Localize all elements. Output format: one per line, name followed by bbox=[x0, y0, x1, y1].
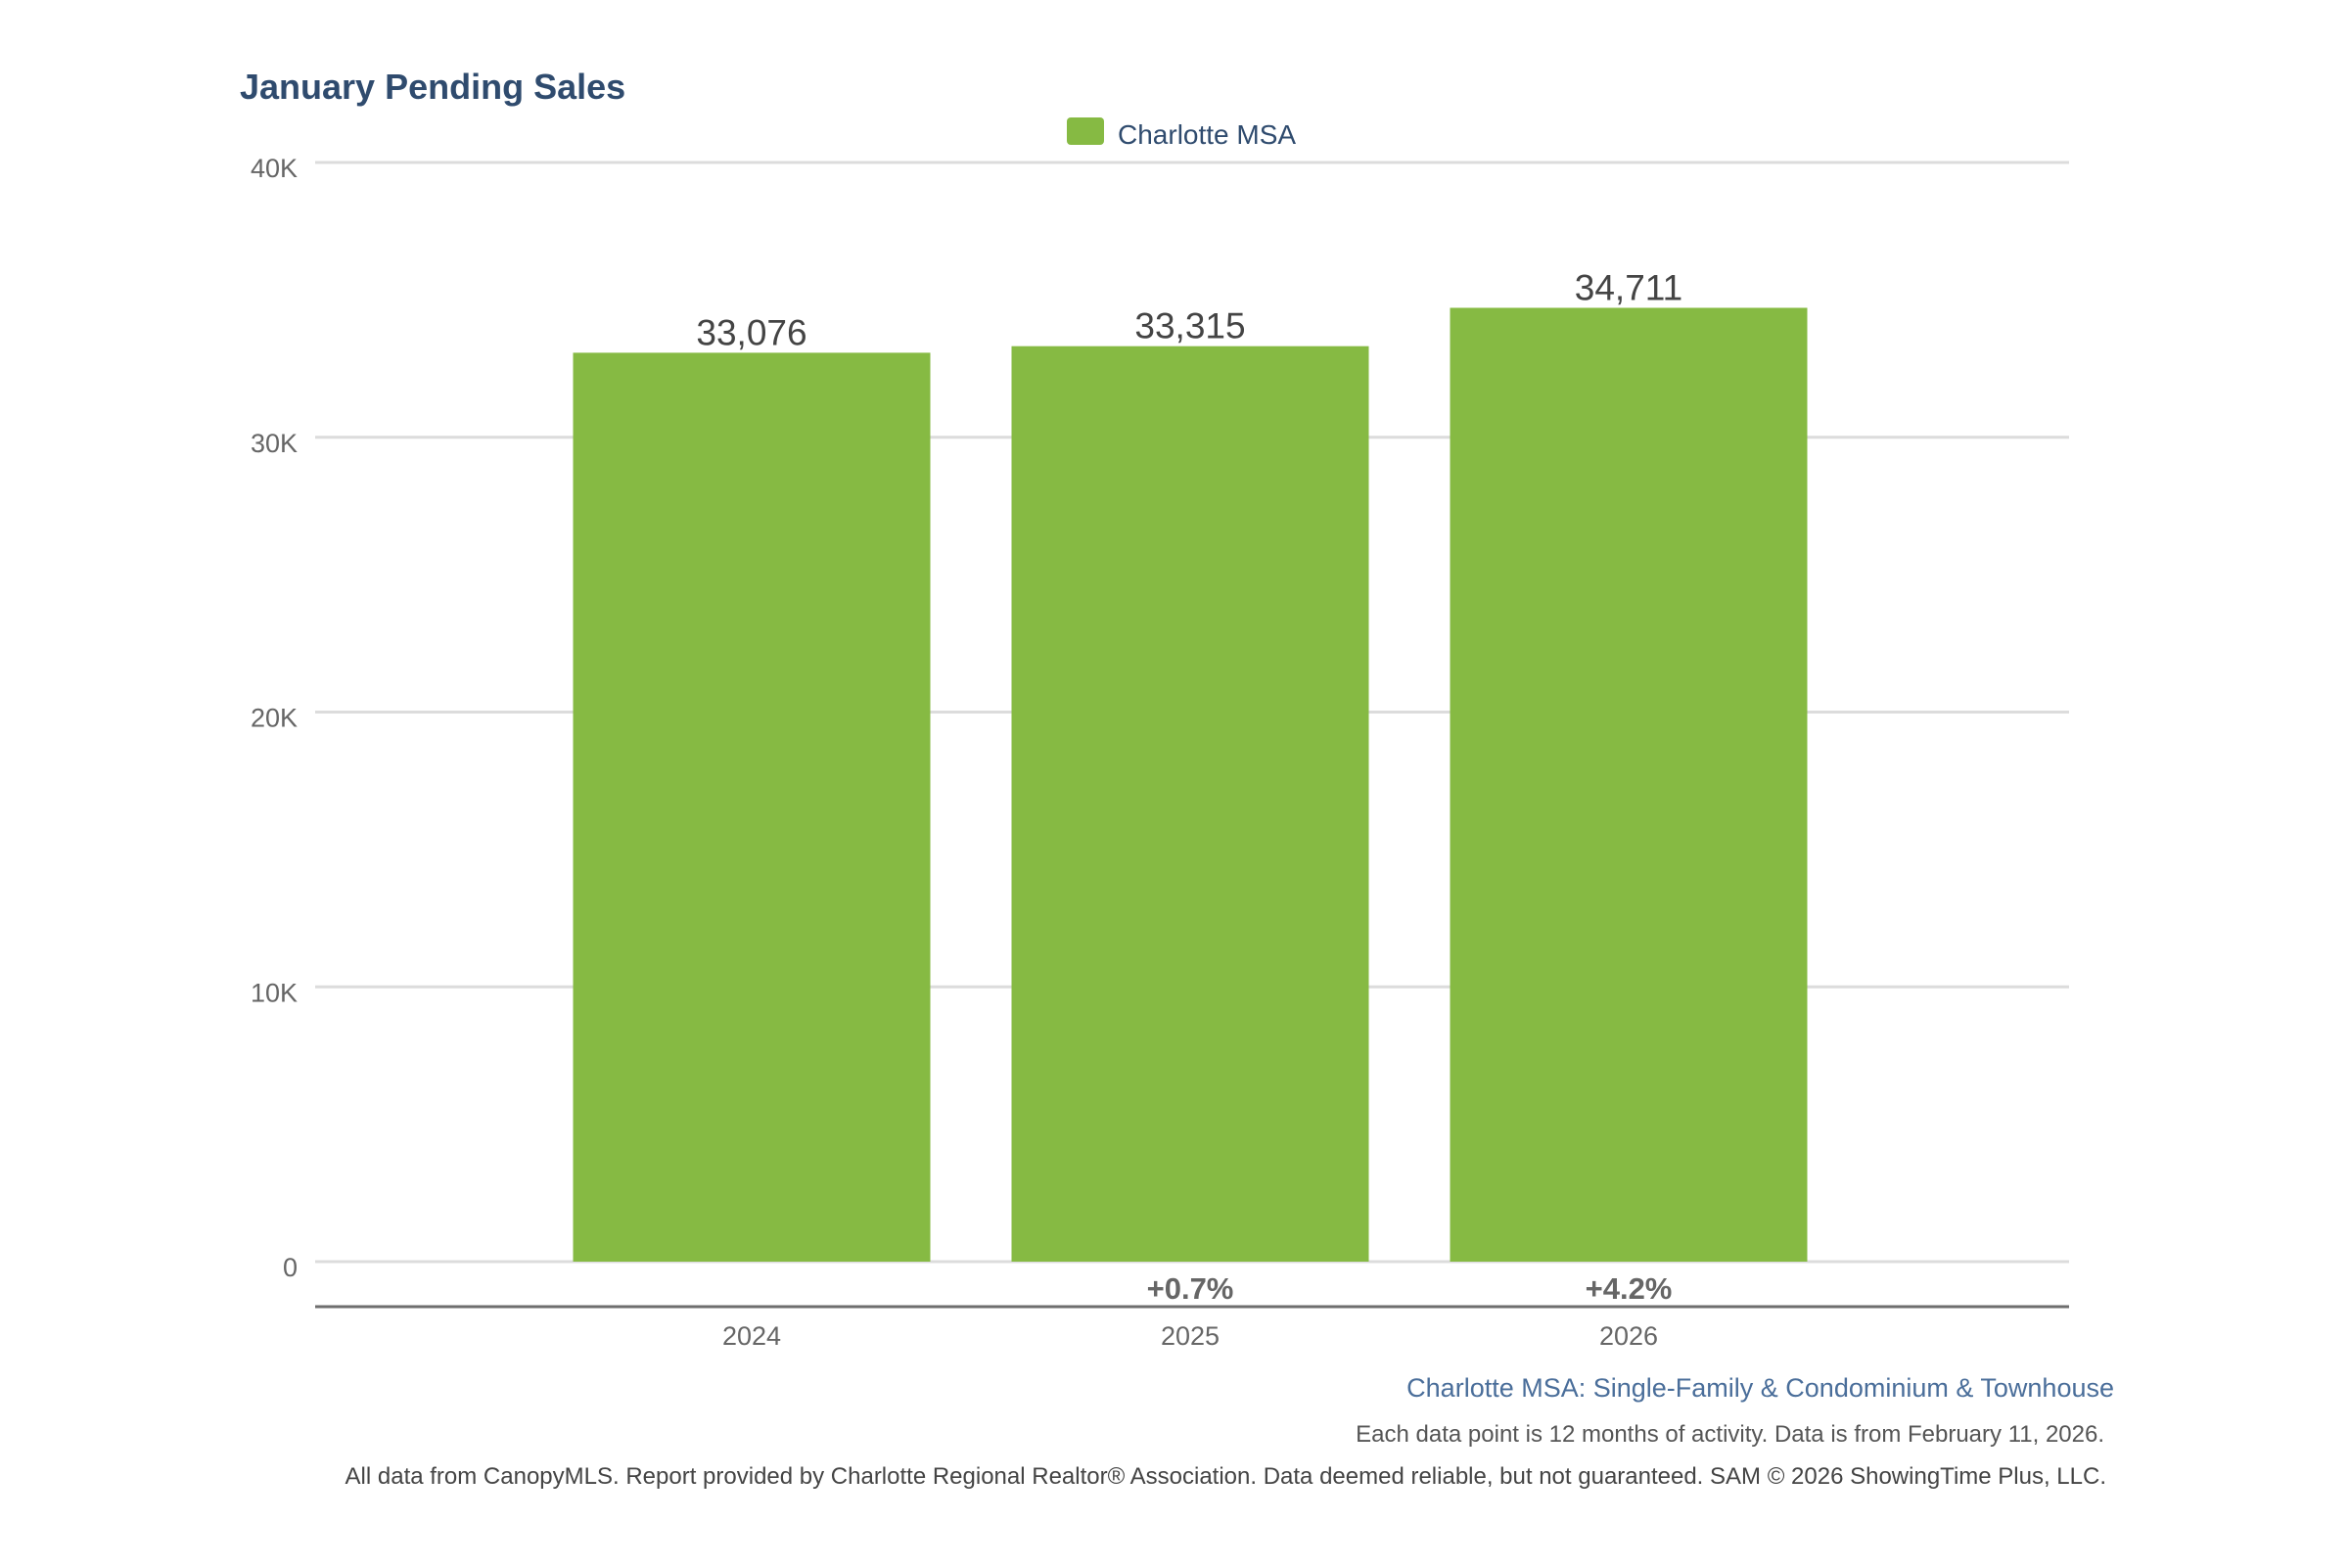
chart-title: January Pending Sales bbox=[240, 67, 625, 107]
y-tick-label: 20K bbox=[251, 704, 298, 733]
data-note: Each data point is 12 months of activity… bbox=[1356, 1421, 2104, 1448]
value-label: 33,315 bbox=[1134, 306, 1245, 346]
y-axis-ticks: 0 10K 20K 30K 40K bbox=[251, 154, 298, 1282]
legend-label: Charlotte MSA bbox=[1118, 119, 1296, 150]
y-tick-label: 10K bbox=[251, 978, 298, 1007]
chart-subtitle: Charlotte MSA: Single-Family & Condomini… bbox=[1406, 1373, 2114, 1403]
change-label: +0.7% bbox=[1147, 1271, 1234, 1306]
y-tick-label: 0 bbox=[283, 1253, 298, 1282]
legend[interactable]: Charlotte MSA bbox=[1067, 117, 1296, 150]
y-tick-label: 40K bbox=[251, 154, 298, 183]
x-axis-ticks: 2024 2025 2026 bbox=[722, 1321, 1658, 1351]
bar bbox=[1450, 307, 1808, 1263]
value-label: 34,711 bbox=[1575, 267, 1682, 307]
y-tick-label: 30K bbox=[251, 429, 298, 458]
bar bbox=[573, 352, 931, 1262]
bar bbox=[1011, 346, 1369, 1262]
x-tick-label: 2024 bbox=[722, 1321, 781, 1351]
bars bbox=[573, 307, 1808, 1263]
value-labels: 33,076 33,315 34,711 bbox=[696, 267, 1682, 352]
change-labels: +0.7% +4.2% bbox=[1147, 1271, 1673, 1306]
change-label: +4.2% bbox=[1586, 1271, 1673, 1306]
legend-swatch bbox=[1067, 117, 1104, 145]
x-tick-label: 2026 bbox=[1599, 1321, 1658, 1351]
x-tick-label: 2025 bbox=[1161, 1321, 1220, 1351]
value-label: 33,076 bbox=[696, 312, 806, 352]
footer-credits: All data from CanopyMLS. Report provided… bbox=[345, 1463, 2106, 1490]
